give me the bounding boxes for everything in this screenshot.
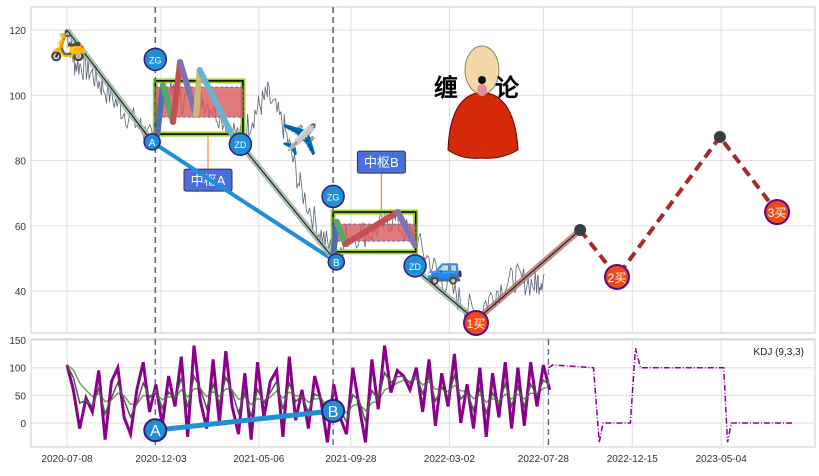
y-tick-label: 100 (9, 91, 26, 102)
kdj-legend: KDJ (9,3,3) (753, 347, 804, 358)
point-marker (143, 133, 161, 151)
stroke-line (170, 58, 184, 126)
y-tick-label: 100 (9, 364, 26, 375)
price-panel: 406080100120中枢A中枢BABZGZDZGZD1买2买3买🛵✈️🚙缠论 (9, 6, 816, 336)
y-tick-label: 60 (15, 222, 27, 233)
point-label: ZG (327, 192, 340, 202)
stroke-line (192, 67, 203, 118)
buy-point-label: 1买 (467, 317, 486, 331)
kdj-point-label: A (150, 423, 161, 440)
kdj-point-marker (143, 418, 168, 443)
x-tick-label: 2020-12-03 (135, 454, 187, 465)
chanlun-logo: 缠论 (434, 45, 520, 159)
stroke-line (475, 229, 581, 321)
stroke-line (154, 82, 166, 139)
stroke-line (394, 209, 419, 249)
pivot-label-box (356, 150, 406, 174)
x-tick-label: 2021-09-28 (325, 454, 377, 465)
logo-text-right: 论 (495, 74, 520, 102)
kdj-point-marker (321, 398, 346, 423)
kdj-point-label: B (328, 404, 339, 421)
x-tick-label: 2022-12-15 (607, 454, 659, 465)
buy-point-label: 3买 (768, 206, 787, 220)
mascot-nose (478, 76, 486, 84)
x-tick-label: 2020-07-08 (41, 454, 93, 465)
stroke-line (342, 209, 401, 248)
turning-point (574, 223, 587, 236)
stroke-line (177, 58, 199, 118)
car-icon: 🚙 (426, 253, 463, 287)
airplane-icon: ✈️ (281, 121, 318, 157)
scooter-icon: 🛵 (49, 28, 86, 63)
point-marker (228, 132, 253, 156)
x-tick-label: 2022-03-02 (424, 454, 476, 465)
y-tick-label: 50 (15, 391, 27, 402)
kdj-panel: 2020-07-08 2020-12-03 2021-05-06 2021-09-28… (9, 336, 816, 465)
x-tick-label: 2023-05-04 (696, 454, 748, 465)
y-tick-label: 40 (15, 287, 27, 298)
mascot-tongue (477, 84, 487, 96)
point-marker (327, 253, 346, 271)
point-marker (143, 47, 168, 72)
kdj-ab-line (155, 408, 334, 433)
buy-point-marker (463, 309, 490, 336)
y-tick-label: 150 (9, 336, 26, 347)
y-tick-label: 80 (15, 157, 27, 168)
kdj-projection-line (548, 348, 793, 443)
point-label: ZD (409, 262, 421, 272)
pivot-label: 中枢B (364, 155, 399, 170)
point-label: ZD (234, 140, 246, 150)
x-tick-label: 2022-07-28 (518, 454, 570, 465)
buy-point-marker (764, 199, 791, 226)
point-label: ZG (149, 55, 162, 65)
projection-dashed-line (578, 133, 779, 281)
buy-point-label: 2买 (608, 271, 627, 285)
buy-point-marker (604, 263, 631, 290)
point-label: B (333, 258, 340, 269)
point-label: A (149, 138, 156, 149)
logo-text-left: 缠 (434, 74, 458, 102)
stroke-line (150, 139, 339, 264)
stroke-line (66, 29, 153, 143)
turning-point (713, 131, 726, 144)
stroke-line (333, 218, 349, 248)
mascot-robe (447, 91, 519, 159)
y-tick-label: 120 (9, 26, 26, 37)
x-tick-label: 2021-05-06 (233, 454, 285, 465)
point-marker (403, 254, 427, 278)
stroke-line (240, 143, 337, 263)
point-marker (321, 184, 345, 209)
y-tick-label: 0 (20, 419, 26, 430)
